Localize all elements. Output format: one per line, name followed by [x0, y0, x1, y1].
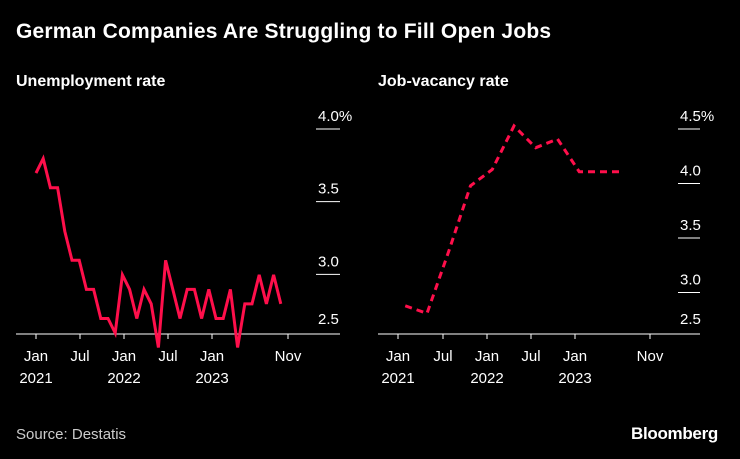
bloomberg-logo: Bloomberg	[630, 424, 718, 443]
y-tick-label: 3.5	[318, 181, 339, 198]
x-tick-label: Jul	[433, 348, 452, 365]
series-line	[404, 123, 623, 316]
x-tick-label: Jan	[563, 348, 587, 365]
x-year-label: 2021	[381, 370, 414, 387]
source-note: Source: Destatis	[16, 426, 127, 443]
series-line	[34, 154, 283, 348]
x-tick-label: Jan	[24, 348, 48, 365]
x-tick-label: Jul	[70, 348, 89, 365]
x-tick-label: Jan	[112, 348, 136, 365]
x-year-label: 2022	[107, 370, 140, 387]
y-tick-label: 4.0%	[318, 108, 352, 125]
x-tick-label: Nov	[637, 348, 664, 365]
y-tick-label: 2.5	[680, 311, 701, 328]
x-year-label: 2022	[470, 370, 503, 387]
x-tick-label: Nov	[275, 348, 302, 365]
y-tick-label: 4.5%	[680, 108, 714, 125]
chart-title: German Companies Are Struggling to Fill …	[16, 20, 552, 43]
x-tick-label: Jul	[158, 348, 177, 365]
y-tick-label: 3.0	[318, 253, 339, 270]
x-year-label: 2021	[19, 370, 52, 387]
y-tick-label: 4.0	[680, 163, 701, 180]
vacancy-chart: 4.5% 4.0 3.5 3.0 2.5 Jan Jul Jan Jul Jan Nov 2021 20…	[378, 108, 714, 387]
unemployment-subtitle: Unemployment rate	[16, 73, 166, 90]
x-year-label: 2023	[558, 370, 591, 387]
x-year-label: 2023	[195, 370, 228, 387]
x-tick-label: Jan	[475, 348, 499, 365]
unemployment-chart: 4.0% 3.5 3.0 2.5 Jan Jul Jan Jul Jan Nov 2021 2022 2…	[16, 108, 352, 387]
x-tick-label: Jan	[200, 348, 224, 365]
y-tick-label: 3.5	[680, 217, 701, 234]
x-tick-label: Jan	[386, 348, 410, 365]
x-tick-label: Jul	[521, 348, 540, 365]
vacancy-subtitle: Job-vacancy rate	[378, 73, 509, 90]
y-tick-label: 3.0	[680, 272, 701, 289]
y-tick-label: 2.5	[318, 311, 339, 328]
